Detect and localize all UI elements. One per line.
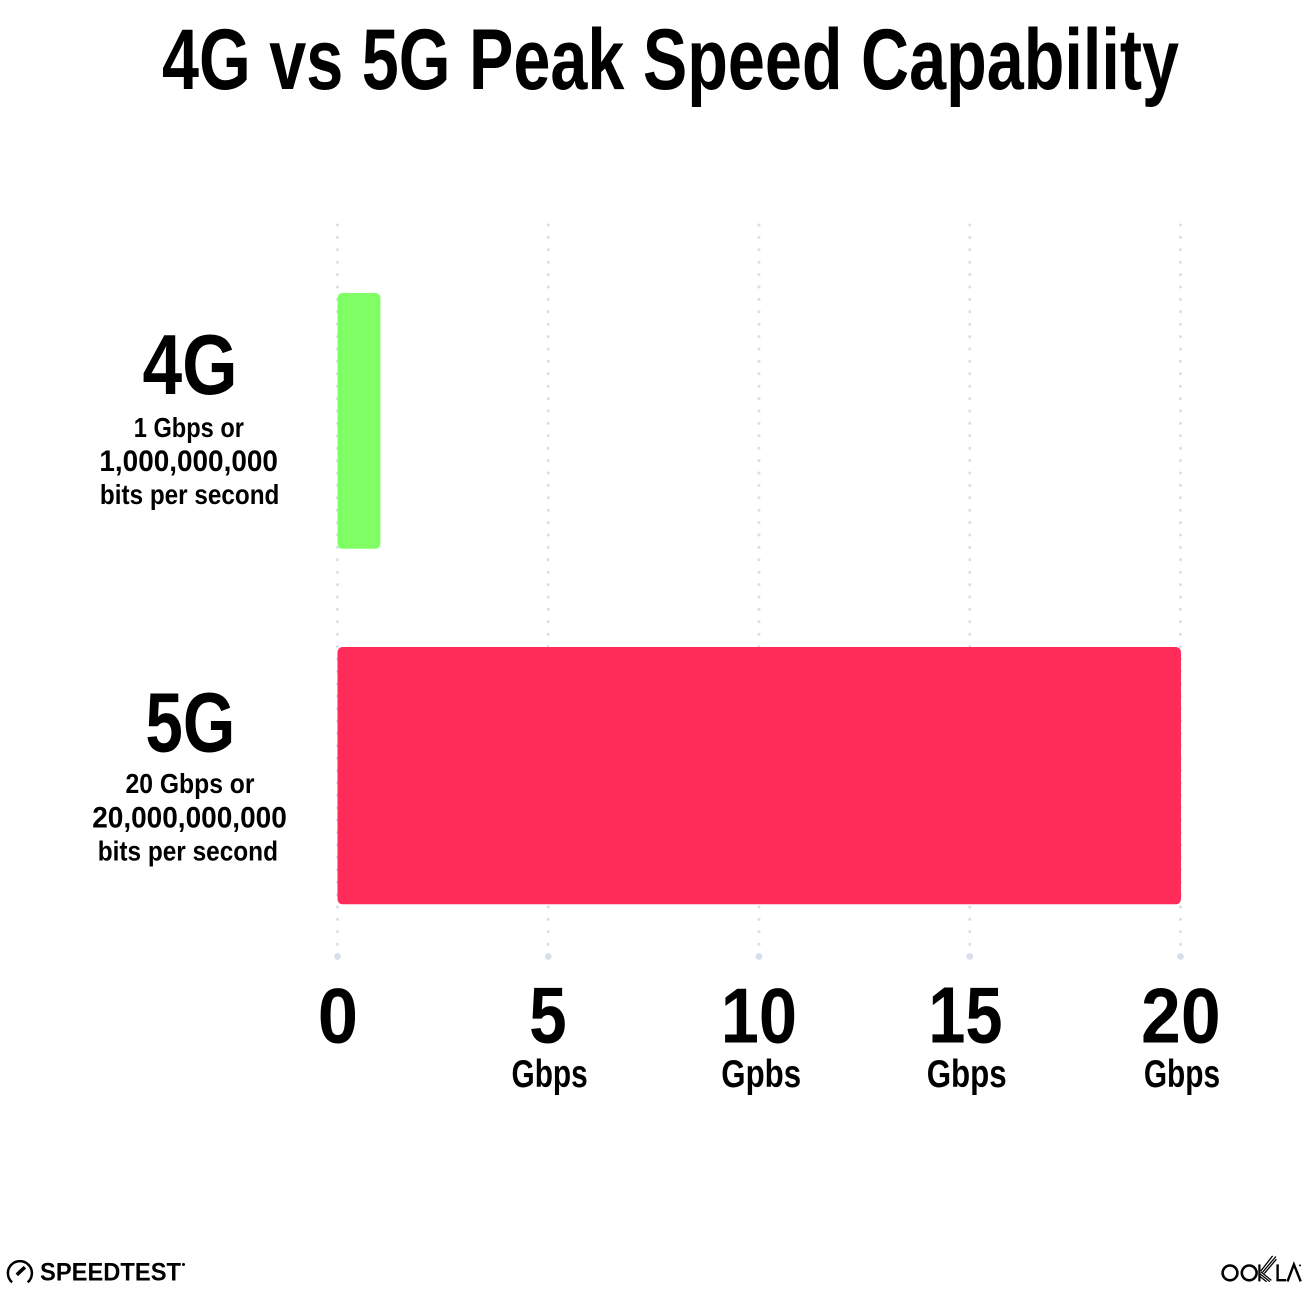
svg-text:Gbps: Gbps	[512, 1053, 588, 1096]
svg-text:5G: 5G	[145, 675, 235, 770]
svg-text:Gbps: Gbps	[927, 1053, 1007, 1096]
svg-text:20,000,000,000: 20,000,000,000	[92, 802, 287, 835]
svg-text:bits per second: bits per second	[100, 479, 280, 510]
svg-text:4G vs 5G Peak Speed Capability: 4G vs 5G Peak Speed Capability	[162, 12, 1179, 108]
svg-text:15: 15	[928, 971, 1002, 1060]
svg-text:1,000,000,000: 1,000,000,000	[99, 445, 278, 478]
svg-text:4G: 4G	[142, 317, 237, 413]
svg-text:0: 0	[318, 972, 358, 1060]
svg-text:1 Gbps or: 1 Gbps or	[134, 412, 244, 443]
svg-text:20: 20	[1141, 972, 1221, 1060]
svg-text:SPEEDTEST: SPEEDTEST	[40, 1259, 181, 1287]
svg-text:Gbps: Gbps	[1144, 1053, 1220, 1096]
svg-text:5: 5	[529, 971, 567, 1060]
svg-text:Gpbs: Gpbs	[721, 1053, 801, 1096]
svg-text:10: 10	[721, 972, 797, 1060]
svg-text:bits per second: bits per second	[98, 836, 278, 867]
svg-text:20 Gbps or: 20 Gbps or	[126, 768, 255, 799]
